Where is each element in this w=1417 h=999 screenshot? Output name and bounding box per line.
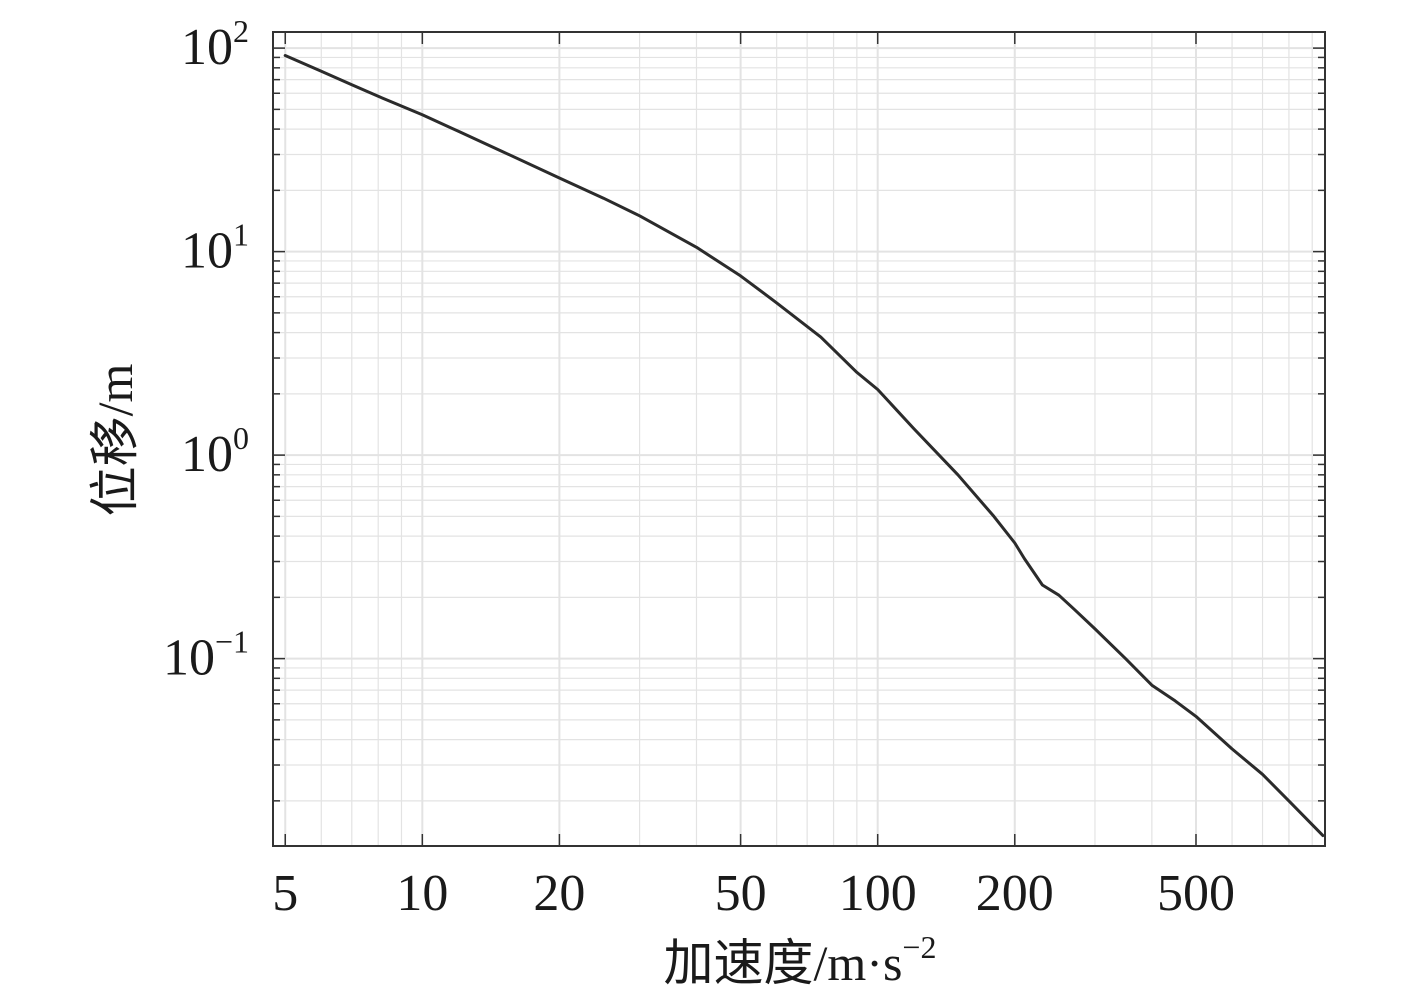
y-tick-label: 10−1 bbox=[163, 624, 249, 687]
x-tick-label: 200 bbox=[976, 865, 1054, 922]
major-gridlines bbox=[273, 32, 1325, 846]
x-tick-label: 10 bbox=[396, 865, 448, 922]
x-tick-label: 50 bbox=[715, 865, 767, 922]
minor-gridlines bbox=[273, 32, 1325, 846]
x-tick-labels: 5 10 20 50 100 200 500 bbox=[272, 865, 1235, 922]
x-tick-label: 500 bbox=[1157, 865, 1235, 922]
y-axis-label: 位移/m bbox=[87, 364, 143, 517]
axis-ticks bbox=[273, 32, 1325, 846]
y-tick-label: 101 bbox=[181, 217, 249, 280]
x-tick-label: 5 bbox=[272, 865, 298, 922]
y-tick-label: 100 bbox=[181, 420, 249, 483]
plot-frame bbox=[272, 31, 1326, 847]
y-tick-labels: 102 101 100 10−1 bbox=[163, 13, 249, 687]
x-axis-label: 加速度/m·s−2 bbox=[664, 929, 937, 991]
series-line bbox=[283, 54, 1325, 838]
y-tick-label: 102 bbox=[181, 13, 249, 76]
x-tick-label: 100 bbox=[839, 865, 917, 922]
x-tick-label: 20 bbox=[533, 865, 585, 922]
